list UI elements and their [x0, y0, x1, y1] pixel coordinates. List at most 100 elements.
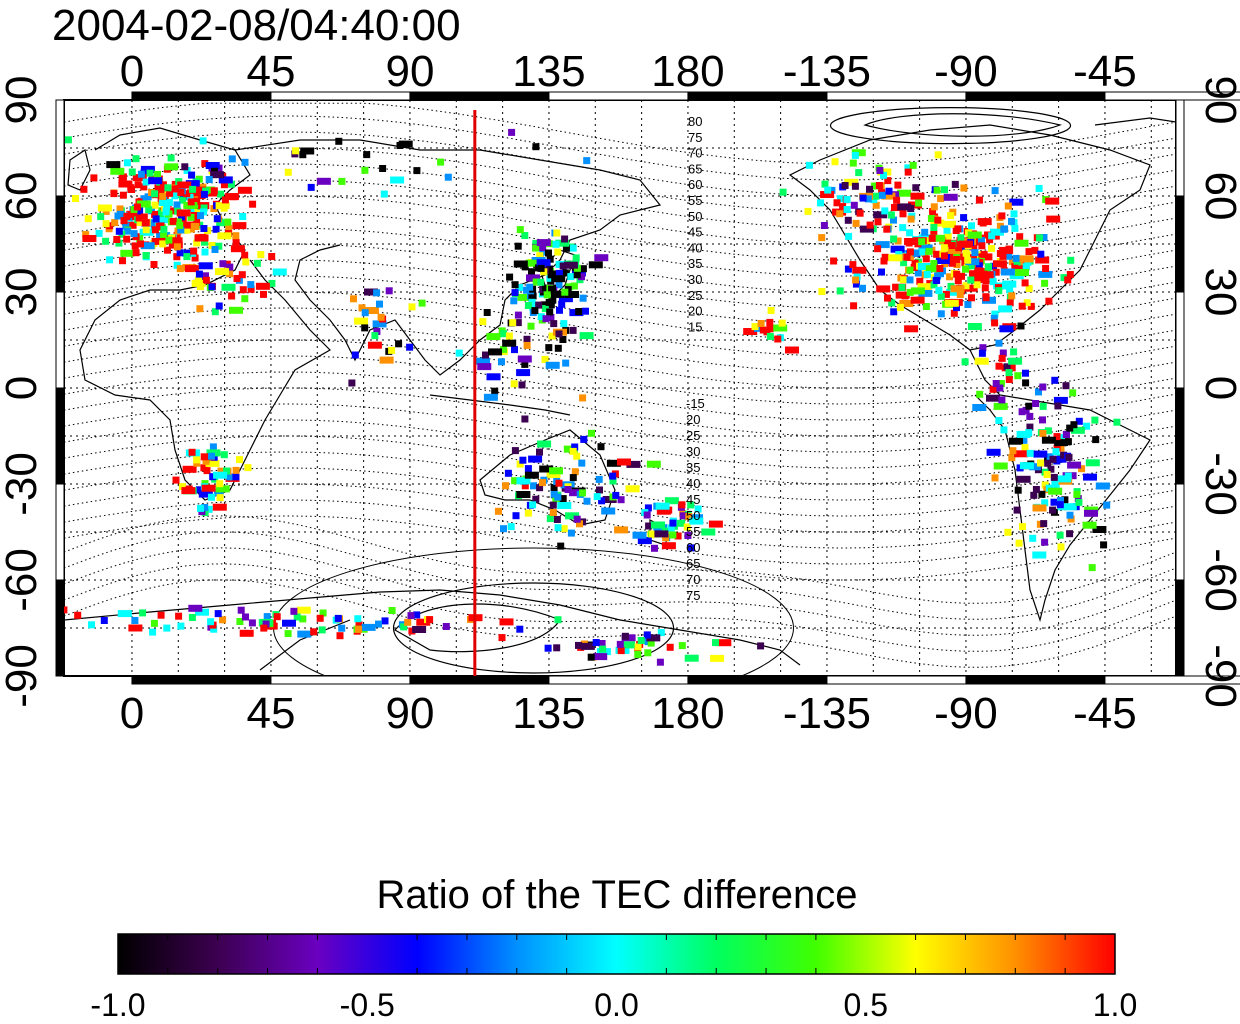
contour-line	[64, 547, 1176, 636]
tec-sample-cell	[567, 273, 575, 281]
tec-sample-cell	[961, 358, 969, 366]
lat-tick-label: -60	[1196, 548, 1240, 612]
tec-sample-cell	[968, 222, 975, 230]
tec-sample-cell	[1043, 471, 1051, 478]
contour-line	[64, 102, 1176, 165]
tec-sample-cell	[606, 459, 621, 467]
tec-sample-cell	[1008, 357, 1023, 365]
tec-sample-cell	[1015, 539, 1023, 547]
tec-sample-cell	[549, 296, 557, 304]
colorbar-ticks: -1.0 -0.5 0.0 0.5 1.0	[90, 934, 1137, 1023]
tec-sample-cell	[990, 314, 998, 322]
tec-sample-cell	[991, 319, 999, 327]
tec-sample-cell	[1000, 268, 1015, 276]
tec-sample-cell	[872, 201, 880, 209]
tec-sample-cell	[820, 222, 828, 229]
tec-sample-cell	[1100, 541, 1108, 549]
tec-sample-cell	[553, 644, 561, 652]
axis-bar-segment	[1175, 579, 1185, 677]
tec-sample-cell	[123, 227, 131, 235]
tec-sample-cell	[173, 201, 181, 209]
tec-sample-cell	[678, 642, 686, 650]
tec-sample-cell	[202, 276, 210, 284]
tec-sample-cell	[875, 182, 883, 189]
tec-sample-cell	[239, 629, 254, 637]
lon-tick-label: 90	[385, 47, 434, 96]
tec-sample-cell	[115, 227, 123, 235]
tec-sample-cell	[573, 515, 581, 523]
tec-sample-cell	[242, 258, 250, 266]
tec-sample-cell	[859, 194, 867, 202]
tec-sample-cell	[216, 480, 224, 488]
tec-sample-cell	[634, 643, 642, 651]
tec-sample-cell	[1011, 224, 1019, 232]
tec-sample-cell	[183, 253, 191, 261]
tec-sample-cell	[1046, 215, 1061, 223]
lon-tick-label: -90	[934, 47, 998, 96]
tec-sample-cell	[134, 181, 142, 189]
tec-sample-cell	[137, 170, 145, 178]
tec-sample-cell	[883, 225, 891, 233]
tec-sample-cell	[903, 253, 911, 261]
contour-label: -15	[686, 396, 705, 411]
tec-sample-cell	[150, 619, 158, 627]
tec-sample-cell	[500, 525, 507, 533]
tec-sample-cell	[219, 260, 227, 268]
tec-sample-cell	[528, 455, 543, 463]
tec-sample-cell	[1083, 422, 1091, 430]
tec-sample-cell	[232, 232, 240, 240]
tec-sample-cell	[836, 195, 844, 203]
tec-sample-cell	[500, 330, 508, 338]
lon-tick-label: 135	[512, 689, 585, 738]
tec-sample-cell	[292, 147, 300, 155]
tec-sample-cell	[1018, 302, 1026, 310]
tec-sample-cell	[168, 184, 176, 192]
tec-sample-cell	[1017, 322, 1025, 330]
axis-bar-segment	[1175, 99, 1185, 197]
tec-sample-cell	[554, 524, 562, 532]
tec-sample-cell	[133, 203, 141, 211]
tec-sample-cell	[151, 226, 159, 234]
tec-sample-cell	[1045, 297, 1053, 305]
contour-label: 20	[686, 412, 700, 427]
tec-sample-cell	[189, 185, 197, 193]
tec-sample-cell	[541, 305, 549, 313]
tec-sample-cell	[536, 252, 544, 260]
tec-sample-cell	[593, 653, 608, 661]
tec-sample-cell	[163, 624, 171, 632]
tec-sample-cell	[948, 242, 956, 249]
lon-tick-label: 135	[512, 47, 585, 96]
tec-sample-cell	[900, 259, 908, 267]
tec-sample-cell	[215, 242, 223, 250]
tec-sample-cell	[565, 291, 579, 298]
tec-sample-cell	[1021, 444, 1029, 452]
tec-sample-cell	[930, 230, 938, 238]
coastlines	[64, 113, 1176, 671]
tec-sample-cell	[1026, 412, 1034, 420]
lat-tick-label: 90	[1196, 76, 1240, 125]
tec-sample-cell	[998, 354, 1006, 362]
lat-tick-label: -60	[0, 548, 46, 612]
tec-sample-cell	[625, 485, 640, 493]
tec-sample-cell	[917, 263, 932, 270]
tec-sample-cell	[201, 248, 209, 256]
lon-tick-label: 90	[385, 689, 434, 738]
tec-sample-cell	[1066, 511, 1074, 519]
tec-sample-cell	[338, 177, 346, 185]
tec-sample-cell	[836, 287, 844, 295]
tec-sample-cell	[152, 215, 160, 223]
tec-sample-cell	[1084, 509, 1098, 517]
tec-sample-cell	[743, 328, 758, 335]
tec-sample-cell	[904, 238, 919, 245]
tec-sample-cell	[963, 284, 978, 292]
tec-sample-cell	[119, 257, 126, 265]
tec-sample-cell	[241, 251, 249, 259]
tec-sample-cell	[131, 617, 139, 624]
tec-sample-cell	[912, 184, 920, 192]
tec-sample-cell	[228, 292, 236, 300]
tec-sample-cell	[242, 613, 249, 621]
tec-sample-cell	[928, 234, 936, 242]
tec-sample-cell	[338, 624, 346, 632]
tec-sample-cell	[1014, 372, 1022, 380]
tec-sample-cell	[1039, 430, 1047, 437]
